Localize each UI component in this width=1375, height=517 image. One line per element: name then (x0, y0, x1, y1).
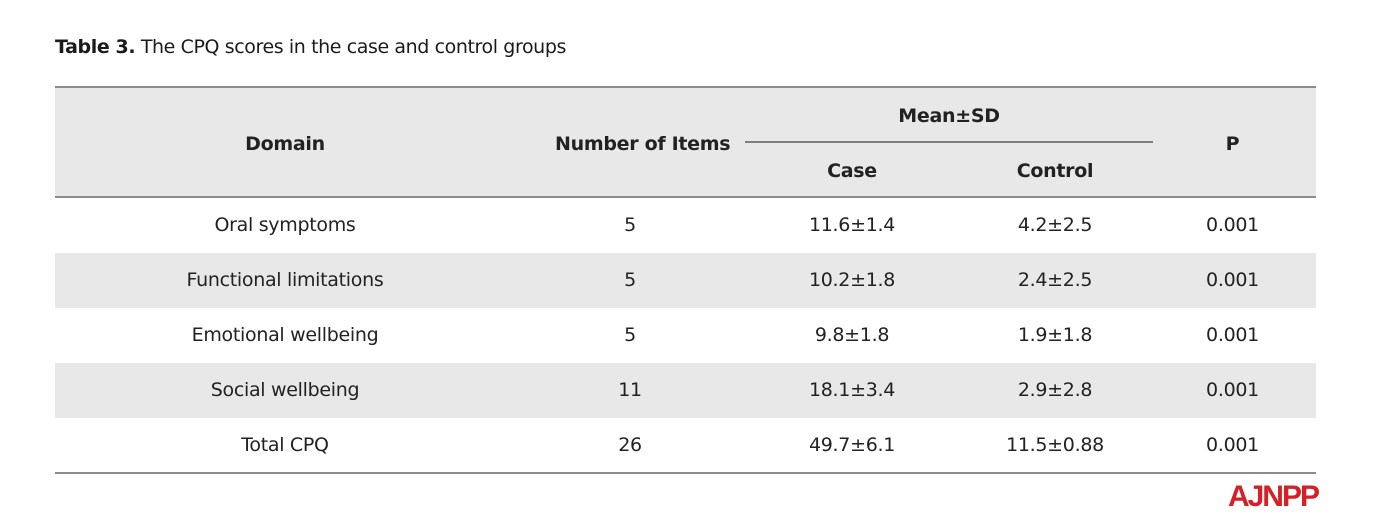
cell-case: 10.2±1.8 (808, 269, 896, 291)
header-p: P (1225, 133, 1240, 155)
cell-domain: Oral symptoms (214, 214, 356, 236)
table-header-rule (55, 196, 1316, 198)
cell-p: 0.001 (1206, 434, 1259, 456)
table-row: Total CPQ 26 49.7±6.1 11.5±0.88 0.001 (55, 418, 1316, 473)
cell-control: 2.9±2.8 (1017, 379, 1093, 401)
table-top-rule (55, 86, 1316, 88)
cell-number-of-items: 5 (624, 324, 636, 346)
cell-control: 4.2±2.5 (1017, 214, 1093, 236)
cell-domain: Emotional wellbeing (191, 324, 379, 346)
cell-control: 11.5±0.88 (1006, 434, 1104, 456)
table-caption-text: The CPQ scores in the case and control g… (135, 36, 567, 58)
cell-control: 2.4±2.5 (1017, 269, 1093, 291)
header-domain: Domain (245, 133, 325, 155)
cell-domain: Total CPQ (241, 434, 329, 456)
cell-case: 9.8±1.8 (814, 324, 890, 346)
header-control: Control (1016, 160, 1094, 182)
cell-number-of-items: 5 (624, 214, 636, 236)
table-bottom-rule (55, 472, 1316, 474)
cell-number-of-items: 5 (624, 269, 636, 291)
cell-p: 0.001 (1206, 324, 1259, 346)
cell-case: 49.7±6.1 (808, 434, 896, 456)
cell-p: 0.001 (1206, 269, 1259, 291)
header-mean-sd: Mean±SD (898, 105, 1000, 127)
cell-p: 0.001 (1206, 214, 1259, 236)
table-row: Oral symptoms 5 11.6±1.4 4.2±2.5 0.001 (55, 198, 1316, 253)
cell-case: 18.1±3.4 (808, 379, 896, 401)
cell-control: 1.9±1.8 (1017, 324, 1093, 346)
cell-number-of-items: 26 (618, 434, 642, 456)
cell-domain: Functional limitations (186, 269, 384, 291)
table-row: Functional limitations 5 10.2±1.8 2.4±2.… (55, 253, 1316, 308)
cell-domain: Social wellbeing (210, 379, 360, 401)
table-caption-label: Table 3. (55, 36, 136, 58)
cell-number-of-items: 11 (618, 379, 642, 401)
header-number-of-items: Number of Items (555, 133, 731, 155)
cell-p: 0.001 (1206, 379, 1259, 401)
cell-case: 11.6±1.4 (808, 214, 896, 236)
mean-sd-span-rule (745, 141, 1153, 143)
header-case: Case (827, 160, 877, 182)
table-row: Social wellbeing 11 18.1±3.4 2.9±2.8 0.0… (55, 363, 1316, 418)
table-row: Emotional wellbeing 5 9.8±1.8 1.9±1.8 0.… (55, 308, 1316, 363)
ajnpp-logo: AJNPP (1227, 480, 1320, 513)
table-caption: Table 3. The CPQ scores in the case and … (55, 36, 566, 58)
